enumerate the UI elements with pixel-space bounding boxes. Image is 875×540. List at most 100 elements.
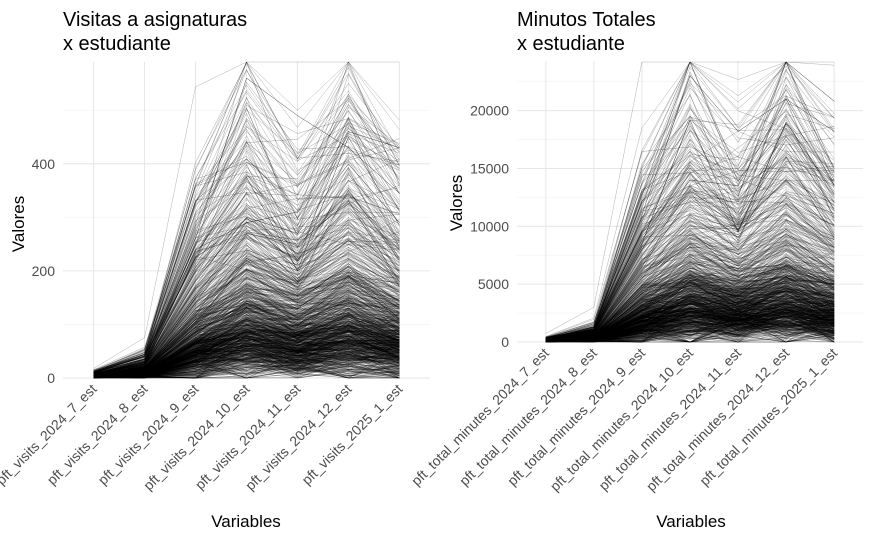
student-line	[545, 270, 835, 342]
student-line	[545, 261, 835, 341]
student-line	[93, 339, 400, 378]
student-line	[545, 282, 835, 342]
student-line	[545, 270, 835, 342]
student-line	[545, 287, 835, 342]
student-line	[93, 187, 400, 374]
student-line	[93, 261, 400, 376]
student-line	[93, 265, 400, 377]
student-line	[545, 136, 835, 338]
student-line	[93, 222, 400, 375]
student-line	[93, 324, 400, 378]
student-line	[545, 281, 835, 342]
student-line	[93, 138, 400, 374]
student-line	[93, 324, 400, 378]
student-line	[93, 331, 400, 378]
student-line	[545, 302, 835, 342]
student-line	[545, 279, 835, 342]
student-line	[93, 331, 400, 378]
student-line	[545, 302, 835, 342]
student-line	[93, 363, 400, 379]
student-line	[93, 282, 400, 376]
student-line	[93, 283, 400, 377]
student-line	[93, 347, 400, 378]
student-line	[545, 227, 835, 341]
student-line	[545, 301, 835, 342]
student-line	[93, 324, 400, 378]
student-line	[545, 309, 835, 342]
student-line	[545, 295, 835, 342]
student-line	[545, 260, 835, 342]
student-line	[93, 334, 400, 377]
student-line	[93, 349, 400, 378]
student-line	[545, 310, 835, 343]
student-line	[545, 297, 835, 342]
student-line	[93, 333, 400, 378]
chart-visits-title-line2: x estudiante	[63, 33, 171, 55]
student-line	[545, 299, 835, 342]
student-line	[93, 99, 400, 371]
student-line	[545, 304, 835, 342]
student-line	[93, 350, 400, 378]
student-line	[93, 335, 400, 378]
student-line	[93, 309, 400, 377]
student-line	[545, 323, 835, 343]
student-line	[545, 320, 835, 343]
student-line	[545, 240, 835, 341]
student-line	[545, 256, 835, 342]
student-line	[93, 309, 400, 376]
student-line	[545, 168, 835, 340]
student-line	[545, 321, 835, 343]
student-line	[545, 319, 835, 343]
student-line	[545, 283, 835, 341]
student-line	[545, 292, 835, 342]
student-line	[545, 314, 835, 343]
student-line	[545, 270, 835, 342]
student-line	[93, 330, 400, 378]
student-line	[93, 259, 400, 377]
student-line	[93, 350, 400, 378]
student-line	[93, 346, 400, 378]
student-line	[93, 354, 400, 378]
student-line	[93, 338, 400, 378]
student-line	[93, 262, 400, 377]
student-line	[93, 313, 400, 378]
student-line	[93, 234, 400, 376]
student-line	[545, 293, 835, 342]
student-line	[93, 301, 400, 378]
student-line	[93, 110, 400, 373]
student-line	[93, 336, 400, 378]
student-line	[93, 305, 400, 376]
student-line	[545, 309, 835, 342]
student-line	[545, 318, 835, 342]
student-line	[545, 285, 835, 342]
student-line	[93, 342, 400, 379]
student-line	[93, 144, 400, 373]
student-line	[93, 346, 400, 378]
student-line	[545, 234, 835, 341]
student-line	[545, 325, 835, 342]
student-line	[93, 307, 400, 377]
student-line	[545, 311, 835, 342]
student-line	[545, 295, 835, 342]
student-line	[93, 351, 400, 378]
student-line	[545, 276, 835, 342]
student-line	[93, 118, 400, 374]
student-line	[93, 94, 400, 373]
student-line	[93, 344, 400, 378]
student-line	[93, 341, 400, 378]
student-line	[545, 274, 835, 342]
student-line	[545, 303, 835, 342]
student-line	[545, 323, 835, 343]
student-line	[545, 305, 835, 342]
student-line	[545, 320, 835, 342]
student-line	[93, 322, 400, 378]
student-line	[545, 301, 835, 342]
student-line	[545, 323, 835, 343]
student-line	[545, 302, 835, 343]
student-line	[93, 306, 400, 377]
student-line	[93, 307, 400, 378]
student-line	[545, 306, 835, 342]
student-line	[93, 315, 400, 378]
student-line	[93, 302, 400, 377]
student-line	[93, 211, 400, 375]
